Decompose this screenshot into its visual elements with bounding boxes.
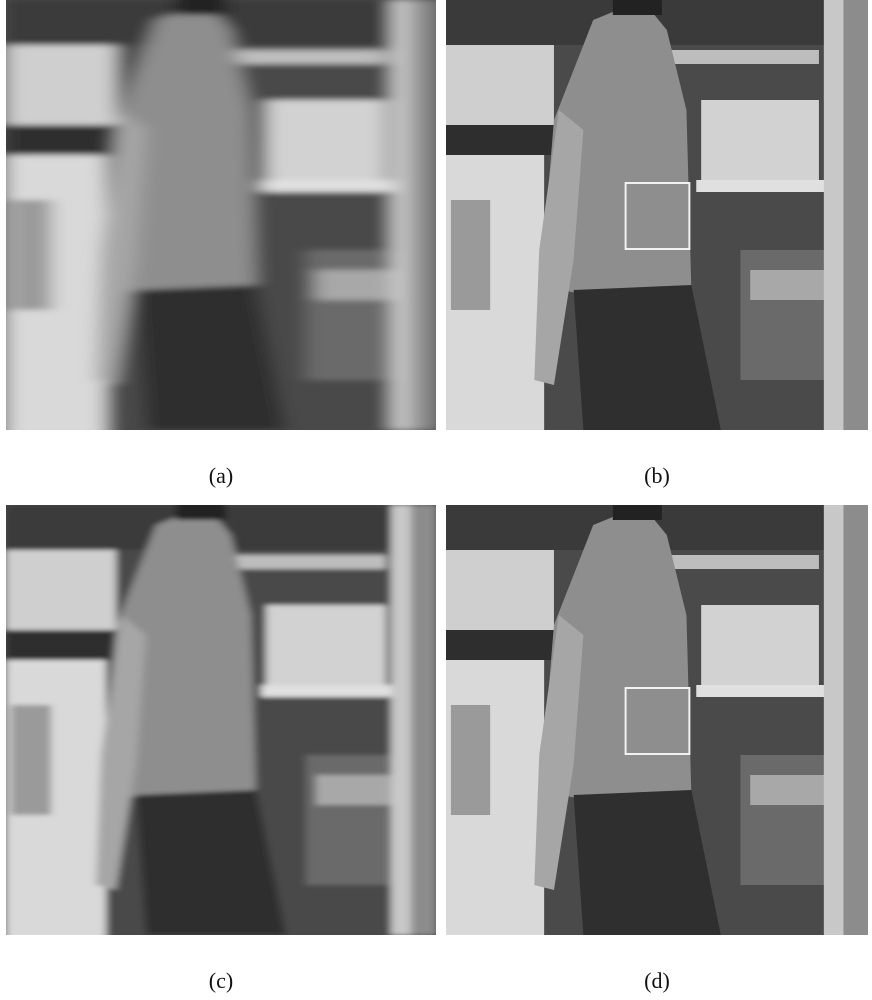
- fridge-top: [6, 45, 116, 125]
- photo-panel: [426, 485, 872, 955]
- fridge-gap: [6, 630, 116, 660]
- person-head: [613, 0, 662, 15]
- scene: [0, 0, 456, 450]
- door-edge: [843, 0, 868, 430]
- fridge-gap: [446, 125, 554, 155]
- scene-inner: [426, 0, 872, 450]
- fridge-top: [6, 550, 116, 630]
- scene-inner: [426, 485, 872, 955]
- photo-panel: [0, 0, 456, 450]
- fridge-top: [446, 45, 554, 125]
- panel-label: (a): [209, 463, 233, 488]
- photo-panel: [0, 485, 456, 955]
- shelf: [261, 180, 401, 192]
- person-head: [613, 495, 662, 520]
- scene-inner: [0, 0, 456, 450]
- fridge-magnets: [451, 705, 490, 815]
- panel-label: (c): [209, 968, 233, 993]
- shelf-boxes: [266, 605, 386, 685]
- scene: [426, 485, 872, 955]
- person-head: [176, 0, 226, 15]
- fridge-top: [446, 550, 554, 630]
- shelf-boxes: [266, 100, 386, 180]
- clutter-light: [316, 775, 396, 805]
- fridge-magnets: [11, 705, 51, 815]
- fridge-gap: [446, 630, 554, 660]
- scene-inner: [0, 485, 456, 955]
- person-head: [176, 495, 226, 520]
- scene: [0, 485, 456, 955]
- shelf: [696, 180, 833, 192]
- panel-label: (b): [644, 463, 670, 488]
- clutter-light: [316, 270, 396, 300]
- fridge-gap: [6, 125, 116, 155]
- photo-panel: [426, 0, 872, 450]
- panel-label: (d): [644, 968, 670, 993]
- door-edge: [411, 505, 436, 935]
- clutter-light: [750, 775, 829, 805]
- shelf: [261, 685, 401, 697]
- scene: [426, 0, 872, 450]
- clutter-light: [750, 270, 829, 300]
- fridge-magnets: [451, 200, 490, 310]
- door-edge: [843, 505, 868, 935]
- fridge-magnets: [11, 200, 51, 310]
- shelf-boxes: [701, 605, 819, 685]
- figure: (a) (b) (c) (d): [0, 0, 872, 1000]
- shelf: [696, 685, 833, 697]
- page: (a)(b)(c)(d) (() => { const data = JSON.…: [0, 0, 872, 1000]
- shelf-boxes: [701, 100, 819, 180]
- door-edge: [411, 0, 436, 430]
